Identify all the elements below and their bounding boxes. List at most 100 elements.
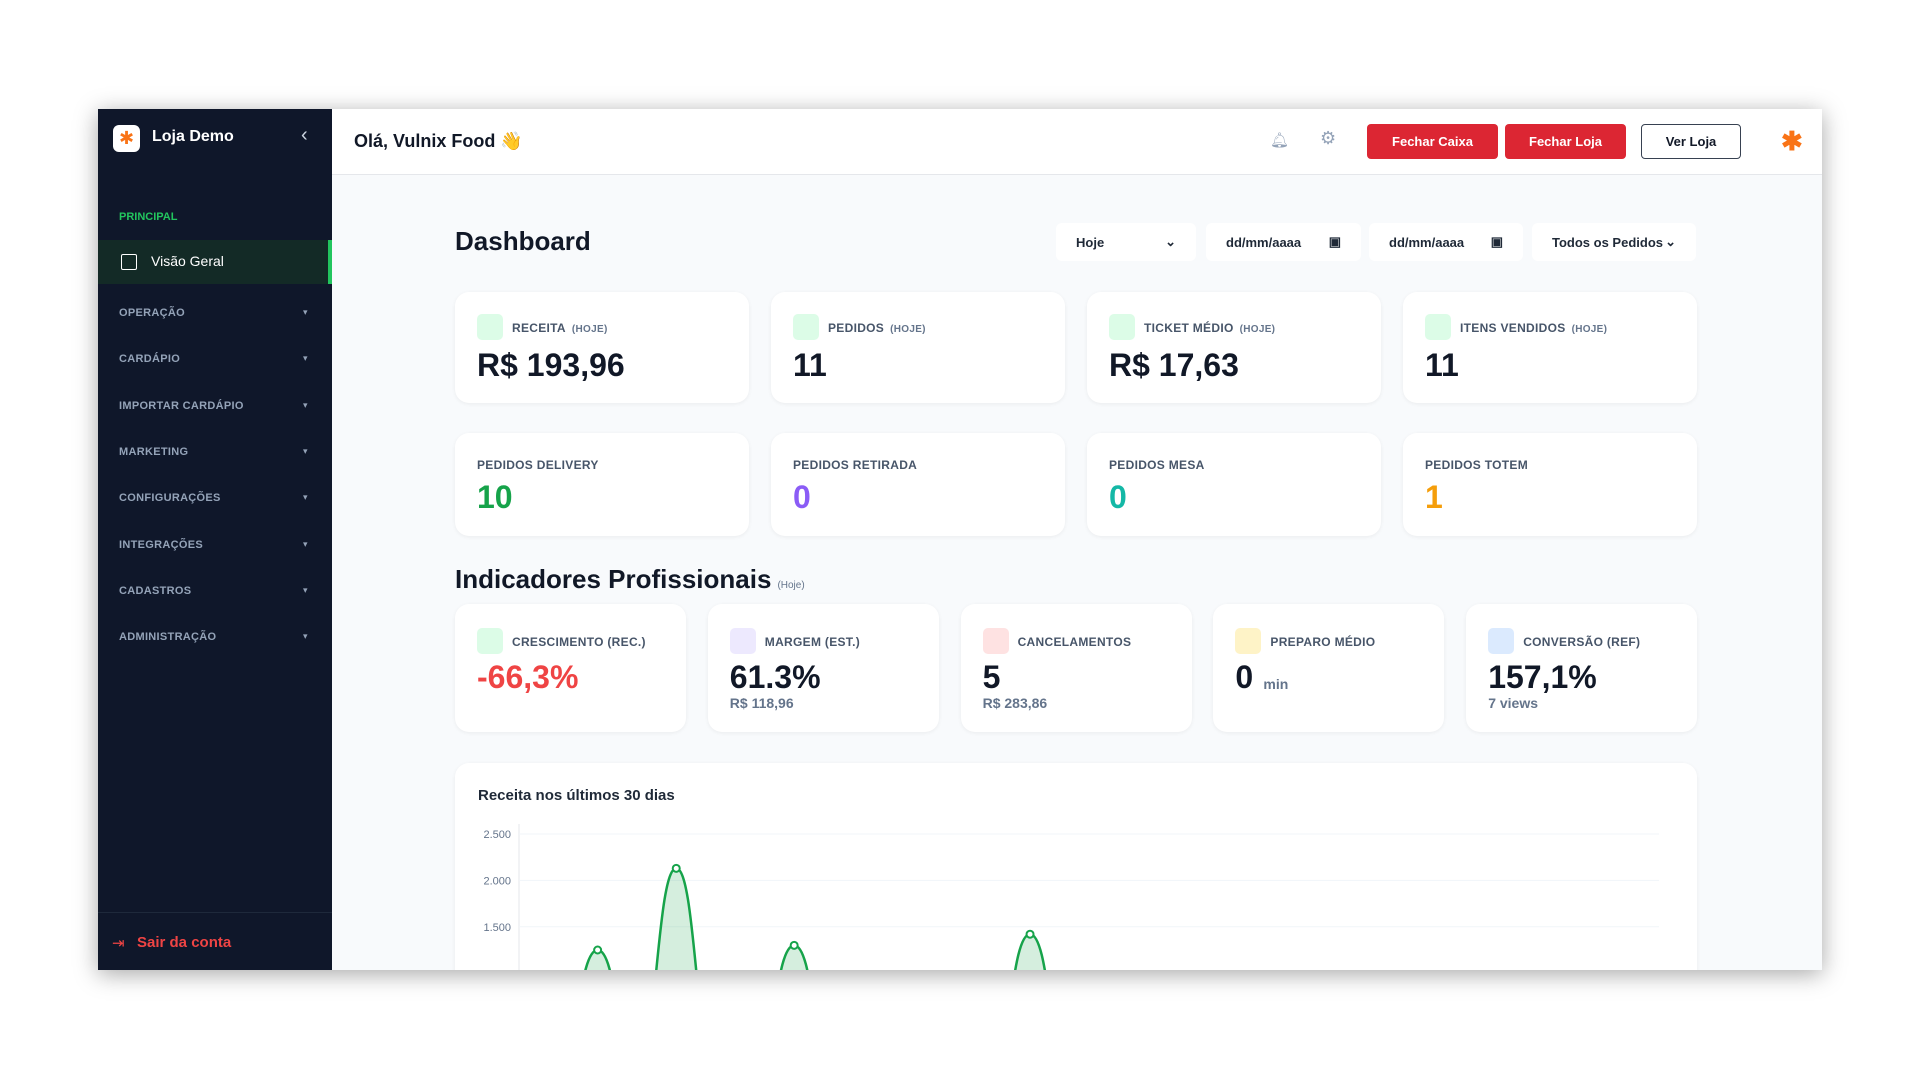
point [789, 940, 799, 950]
greeting: Olá, Vulnix Food 👋 [354, 131, 523, 151]
channel-value: 0 [793, 479, 811, 515]
chart-card: Receita nos últimos 30 dias 1.500 2.000 2.… [455, 763, 1697, 970]
filter-text: Todos os Pedidos [1552, 234, 1663, 250]
channel-card: PEDIDOS TOTEM 1 [1403, 433, 1697, 536]
caret: ▾ [303, 492, 308, 503]
channel-value: 10 [477, 479, 513, 515]
menu-item[interactable]: INTEGRAÇÕES [119, 538, 203, 551]
tag: (Hoje) [777, 580, 805, 591]
icon [477, 628, 503, 654]
kpi-tag: (HOJE) [1571, 324, 1608, 335]
logo: ✱ [1781, 126, 1803, 156]
kpi-label: ITENS VENDIDOS (HOJE) [1460, 321, 1608, 335]
kpi-label: PEDIDOS (HOJE) [828, 321, 926, 335]
indicator-value: 61.3% [729, 659, 821, 695]
icon [477, 314, 503, 340]
logo: ✱ [113, 125, 140, 152]
caret: ▾ [303, 538, 308, 549]
caret: ▾ [303, 307, 308, 317]
caret: ▾ [303, 353, 308, 364]
caret: ▾ [303, 399, 308, 410]
indicator-value: 0 [1235, 659, 1254, 695]
title: Indicadores Profissionais [455, 564, 772, 594]
kpi-tag: (HOJE) [571, 324, 608, 335]
icon [1425, 314, 1451, 340]
point [1025, 929, 1035, 939]
filter-icon: ▣ [1490, 234, 1503, 249]
y-tick-label: 2.500 [483, 829, 511, 841]
filter[interactable]: Todos os Pedidos ⌄ [1532, 223, 1696, 261]
menu-item[interactable]: IMPORTAR CARDÁPIO [119, 399, 244, 412]
indicator-card: CONVERSÃO (REF) 157,1% 7 views [1466, 604, 1698, 732]
channel-label: PEDIDOS MESA [1109, 458, 1205, 472]
caret: ▾ [303, 631, 308, 642]
button[interactable]: Fechar Loja [1505, 124, 1626, 159]
indicator-card: CRESCIMENTO (REC.) -66,3% [455, 604, 686, 732]
icon [1488, 628, 1515, 654]
filter-text: Hoje [1076, 234, 1105, 250]
point [593, 945, 603, 955]
collapse[interactable]: ‹ [301, 124, 308, 146]
sidebar: ✱ Loja Demo ‹ PRINCIPAL Visão Geral ⇥ Sa… [98, 109, 332, 970]
filter[interactable]: Hoje ⌄ [1056, 223, 1196, 261]
chart-title: Receita nos últimos 30 dias [478, 787, 675, 804]
settings[interactable]: ⚙ [1320, 128, 1337, 148]
y-tick-label: 1.500 [483, 922, 511, 934]
menu-item[interactable]: ADMINISTRAÇÃO [119, 631, 217, 644]
filter-icon: ⌄ [1665, 234, 1676, 249]
menu-item[interactable]: CONFIGURAÇÕES [119, 492, 221, 505]
filter[interactable]: dd/mm/aaaa ▣ [1369, 223, 1523, 261]
icon [1235, 628, 1262, 654]
filter-text: dd/mm/aaaa [1389, 234, 1465, 250]
nav-active[interactable]: Visão Geral [98, 240, 332, 284]
kpi-tag: (HOJE) [1239, 324, 1276, 335]
indicator-value: -66,3% [477, 659, 579, 695]
channel-label: PEDIDOS TOTEM [1425, 458, 1529, 472]
header: Olá, Vulnix Food 👋 🔔︎ ⚙ Fechar Caixa Fec… [332, 109, 1822, 175]
icon [729, 628, 756, 654]
area [585, 868, 1045, 970]
indicator-label: CANCELAMENTOS [1017, 635, 1132, 649]
chart: 1.500 2.000 2.500 [483, 824, 1659, 970]
kpi-card: RECEITA (HOJE) R$ 193,96 [455, 292, 749, 403]
menu-item[interactable]: OPERAÇÃO [119, 307, 185, 319]
menu-item[interactable]: MARKETING [119, 445, 189, 458]
indicator-card: PREPARO MÉDIO 0 min [1213, 604, 1445, 732]
indicator-label: PREPARO MÉDIO [1270, 635, 1376, 649]
indicator-label: MARGEM (EST.) [764, 635, 861, 649]
kpi-value: 11 [1425, 347, 1459, 383]
logout[interactable]: Sair da conta [137, 934, 232, 951]
kpi-label: RECEITA (HOJE) [512, 321, 608, 335]
filter-icon: ▣ [1328, 234, 1341, 249]
menu-item[interactable]: CARDÁPIO [119, 353, 181, 366]
indicator-label: CRESCIMENTO (REC.) [512, 635, 646, 649]
kpi-card: PEDIDOS (HOJE) 11 [771, 292, 1065, 403]
icon [1109, 314, 1135, 340]
channel-card: PEDIDOS DELIVERY 10 [455, 433, 749, 536]
kpi-value: R$ 193,96 [477, 347, 625, 383]
channel-label: PEDIDOS DELIVERY [477, 458, 599, 472]
button[interactable]: Ver Loja [1641, 124, 1741, 159]
y-tick-label: 2.000 [483, 875, 511, 887]
page-title: Dashboard [455, 226, 591, 256]
logout-icon: ⇥ [112, 935, 125, 952]
kpi-value: R$ 17,63 [1109, 347, 1239, 383]
kpi-card: ITENS VENDIDOS (HOJE) 11 [1403, 292, 1697, 403]
indicator-value: 5 [982, 659, 1001, 695]
bell[interactable]: 🔔︎ [1270, 132, 1290, 149]
kpi-value: 11 [793, 347, 827, 383]
section-title: Indicadores Profissionais (Hoje) [455, 564, 805, 595]
section-label: PRINCIPAL [119, 211, 178, 223]
kpi-card: TICKET MÉDIO (HOJE) R$ 17,63 [1087, 292, 1381, 403]
nav-label: Visão Geral [151, 253, 224, 269]
indicator-card: CANCELAMENTOS 5 R$ 283,86 [960, 604, 1192, 732]
channel-card: PEDIDOS MESA 0 [1087, 433, 1381, 536]
indicator-sub: 7 views [1488, 695, 1539, 711]
icon [982, 628, 1009, 654]
menu-item[interactable]: CADASTROS [119, 584, 192, 597]
indicator-sub: R$ 283,86 [982, 695, 1048, 711]
caret: ▾ [303, 445, 308, 456]
filter[interactable]: dd/mm/aaaa ▣ [1206, 223, 1361, 261]
indicator-label: CONVERSÃO (REF) [1523, 635, 1641, 649]
button[interactable]: Fechar Caixa [1367, 124, 1498, 159]
